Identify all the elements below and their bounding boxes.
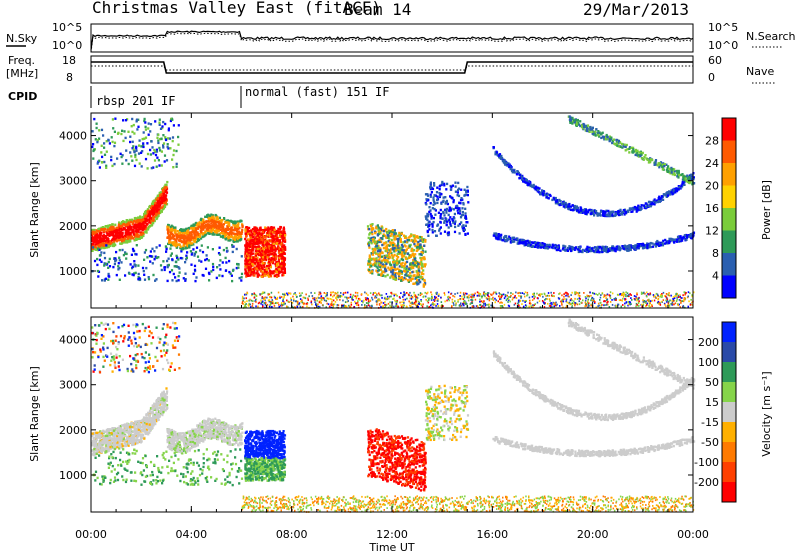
x-tick-label: 04:00 <box>175 528 207 541</box>
freq-label: Freq. <box>8 54 35 67</box>
colorbar-tick-label: 16 <box>705 202 719 215</box>
colorbar-swatch <box>722 208 736 231</box>
cpid-segment-2: normal (fast) 151 IF <box>245 85 390 99</box>
colorbar-swatch <box>722 163 736 186</box>
x-tick-label: 12:00 <box>376 528 408 541</box>
nsearch-label: N.Search <box>746 30 796 43</box>
colorbar-swatch <box>722 342 736 363</box>
colorbar-swatch <box>722 462 736 483</box>
nave-label: Nave <box>746 65 774 78</box>
nsearch-tick-bottom: 10^0 <box>708 39 738 52</box>
y-tick-label: 3000 <box>59 379 87 392</box>
velocity-panel: 1000 2000 3000 4000 Slant Range [km] 200 100… <box>28 316 773 513</box>
velocity-ylabel: Slant Range [km] <box>28 366 41 462</box>
colorbar-swatch <box>722 362 736 383</box>
colorbar-tick-label: 12 <box>705 225 719 238</box>
colorbar-swatch <box>722 482 736 503</box>
cpid-label: CPID <box>8 90 37 103</box>
x-tick-label: 00:00 <box>75 528 107 541</box>
nsky-label: N.Sky <box>6 32 38 45</box>
y-tick-label: 2000 <box>59 220 87 233</box>
velocity-cbar-label: Velocity [m s⁻¹] <box>760 371 773 456</box>
nsky-tick-top: 10^5 <box>52 21 82 34</box>
colorbar-tick-label: -200 <box>694 476 719 489</box>
colorbar-tick-label: 200 <box>698 336 719 349</box>
colorbar-tick-label: -100 <box>694 456 719 469</box>
freq-unit-label: [MHz] <box>6 67 38 80</box>
x-axis-title: Time UT <box>368 541 414 554</box>
colorbar-swatch <box>722 118 736 141</box>
freq-tick-top: 18 <box>62 54 76 67</box>
colorbar-tick-label: 100 <box>698 356 719 369</box>
colorbar-tick-label: -50 <box>701 436 719 449</box>
power-scatter <box>91 115 696 309</box>
y-tick-label: 1000 <box>59 265 87 278</box>
nsky-panel: N.Sky 10^5 10^0 10^5 10^0 N.Search <box>6 21 796 53</box>
freq-tick-bottom: 8 <box>66 71 73 84</box>
y-tick-label: 1000 <box>59 469 87 482</box>
x-tick-label: 16:00 <box>476 528 508 541</box>
colorbar-swatch <box>722 275 736 299</box>
velocity-colorbar: 200 100 50 15 -15 -50 -100 -200 <box>694 321 737 503</box>
y-tick-label: 4000 <box>59 130 87 143</box>
x-tick-label: 20:00 <box>577 528 609 541</box>
x-axis-ticks: 00:00 04:00 08:00 12:00 16:00 20:00 00:00 <box>75 113 709 541</box>
nave-tick-bottom: 0 <box>708 71 715 84</box>
colorbar-swatch <box>722 253 736 276</box>
colorbar-tick-label: 20 <box>705 180 719 193</box>
freq-panel: Freq. [MHz] 18 8 60 0 Nave <box>6 54 776 84</box>
velocity-y-ticks: 1000 2000 3000 4000 <box>59 334 693 482</box>
nsky-tick-bottom: 10^0 <box>52 39 82 52</box>
colorbar-tick-label: -15 <box>701 416 719 429</box>
power-y-ticks: 1000 2000 3000 4000 <box>59 130 693 278</box>
colorbar-tick-label: 4 <box>712 270 719 283</box>
colorbar-tick-label: 24 <box>705 157 719 170</box>
colorbar-tick-label: 50 <box>705 376 719 389</box>
power-colorbar: 28 24 20 16 12 8 4 <box>705 117 737 299</box>
beam-label: Beam 14 <box>344 0 411 19</box>
colorbar-tick-label: 8 <box>712 247 719 260</box>
nsearch-tick-top: 10^5 <box>708 21 738 34</box>
colorbar-swatch <box>722 140 736 164</box>
power-panel: 1000 2000 3000 4000 Slant Range [km] 28 24 20… <box>28 112 773 309</box>
colorbar-swatch <box>722 442 736 463</box>
colorbar-swatch <box>722 230 736 254</box>
y-tick-label: 4000 <box>59 334 87 347</box>
velocity-scatter <box>91 318 696 513</box>
power-cbar-label: Power [dB] <box>760 180 773 240</box>
date-label: 29/Mar/2013 <box>583 0 689 19</box>
colorbar-swatch <box>722 322 736 343</box>
x-tick-label: 00:00 <box>677 528 709 541</box>
colorbar-swatch <box>722 402 736 423</box>
power-ylabel: Slant Range [km] <box>28 162 41 258</box>
chart-title: Christmas Valley East (fitACF) <box>92 0 381 17</box>
nave-tick-top: 60 <box>708 54 722 67</box>
colorbar-swatch <box>722 185 736 209</box>
colorbar-swatch <box>722 422 736 443</box>
y-tick-label: 3000 <box>59 175 87 188</box>
y-tick-label: 2000 <box>59 424 87 437</box>
x-tick-label: 08:00 <box>276 528 308 541</box>
colorbar-swatch <box>722 382 736 403</box>
cpid-segment-1: rbsp 201 IF <box>96 94 175 108</box>
cpid-row: CPID rbsp 201 IF normal (fast) 151 IF <box>8 85 390 108</box>
colorbar-tick-label: 15 <box>705 396 719 409</box>
colorbar-tick-label: 28 <box>705 135 719 148</box>
